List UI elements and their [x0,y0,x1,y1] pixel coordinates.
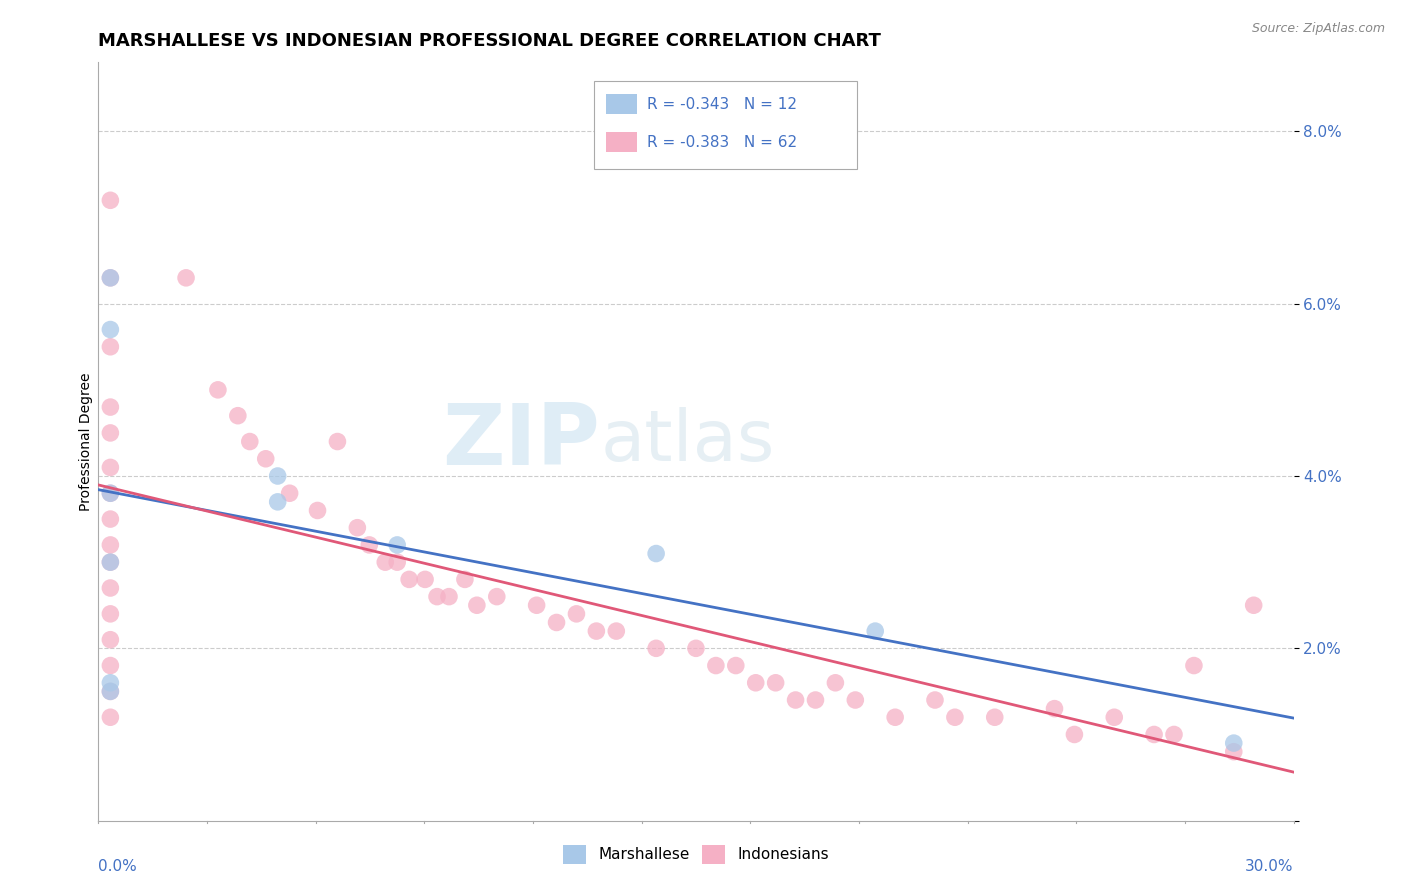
Point [924,693,946,707]
Point [844,693,866,707]
Point [1223,745,1246,759]
Point [685,641,707,656]
Point [98,194,122,208]
Text: ZIP: ZIP [443,400,600,483]
Point [526,599,548,613]
Point [267,469,290,483]
Point [226,409,249,423]
Point [1163,727,1185,741]
Point [98,425,122,440]
Point [98,555,122,569]
Point [267,495,290,509]
Point [207,383,229,397]
Text: MARSHALLESE VS INDONESIAN PROFESSIONAL DEGREE CORRELATION CHART: MARSHALLESE VS INDONESIAN PROFESSIONAL D… [98,32,882,50]
Point [765,675,787,690]
Point [98,581,122,595]
Point [724,658,747,673]
Point [565,607,588,621]
Point [645,641,668,656]
Point [1063,727,1085,741]
Point [254,451,277,466]
Point [943,710,966,724]
Point [1182,658,1205,673]
Point [865,624,887,639]
Point [454,573,477,587]
Point [385,555,409,569]
Point [785,693,807,707]
Point [645,547,668,561]
Point [98,710,122,724]
Point [98,486,122,500]
Text: 30.0%: 30.0% [1246,858,1294,873]
Point [1243,599,1265,613]
Point [1223,736,1246,750]
Point [98,270,122,285]
Point [437,590,460,604]
Point [98,684,122,698]
Point [98,340,122,354]
Point [426,590,449,604]
Point [385,538,409,552]
Point [585,624,607,639]
Text: R = -0.383   N = 62: R = -0.383 N = 62 [647,135,797,150]
Point [98,270,122,285]
Point [239,434,262,449]
Text: Source: ZipAtlas.com: Source: ZipAtlas.com [1251,22,1385,36]
Point [1143,727,1166,741]
Point [1104,710,1126,724]
Point [804,693,827,707]
Point [398,573,420,587]
Legend: Marshallese, Indonesians: Marshallese, Indonesians [557,839,835,870]
Point [546,615,568,630]
Point [98,322,122,336]
Point [704,658,727,673]
Point [465,599,488,613]
Point [174,270,197,285]
Point [374,555,396,569]
Point [485,590,508,604]
Point [98,607,122,621]
Point [98,658,122,673]
Point [884,710,907,724]
Y-axis label: Professional Degree: Professional Degree [79,372,93,511]
Point [98,675,122,690]
Point [359,538,381,552]
Point [98,400,122,414]
Point [98,512,122,526]
Text: R = -0.343   N = 12: R = -0.343 N = 12 [647,96,797,112]
FancyBboxPatch shape [606,132,637,152]
Point [278,486,301,500]
Point [824,675,846,690]
Point [346,521,368,535]
Point [413,573,436,587]
Text: atlas: atlas [600,407,775,476]
Point [605,624,627,639]
Point [326,434,349,449]
Text: 0.0%: 0.0% [98,858,138,873]
Point [98,684,122,698]
FancyBboxPatch shape [595,81,858,169]
Point [98,486,122,500]
FancyBboxPatch shape [606,95,637,114]
Point [984,710,1007,724]
Point [98,460,122,475]
Point [307,503,329,517]
Point [1043,701,1066,715]
Point [98,555,122,569]
Point [98,538,122,552]
Point [745,675,768,690]
Point [98,632,122,647]
